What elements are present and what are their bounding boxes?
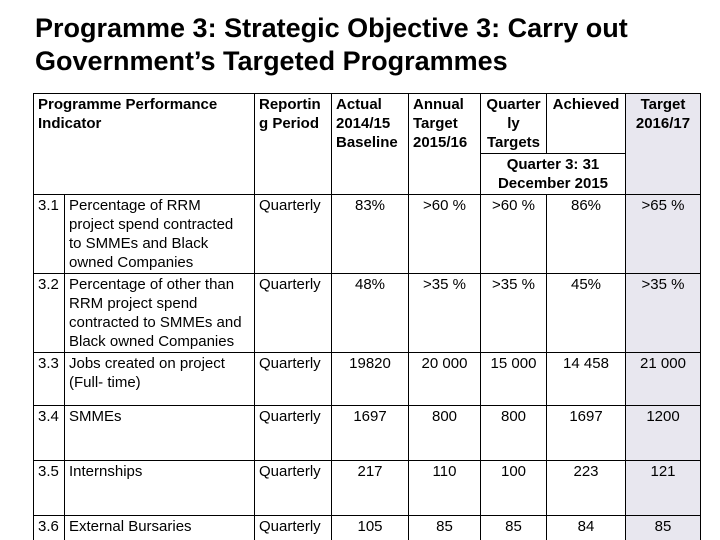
indicator-text: Internships [64, 460, 255, 516]
table-row: 3.1 Percentage of RRM project spend cont… [33, 194, 701, 274]
actual-baseline-value: 83% [331, 194, 409, 274]
row-number: 3.5 [33, 460, 65, 516]
indicator-text: Jobs created on project (Full- time) [64, 352, 255, 406]
quarterly-target-value: >35 % [480, 273, 547, 353]
row-number: 3.1 [33, 194, 65, 274]
actual-baseline-value: 48% [331, 273, 409, 353]
table-header-row-2: Quarter 3: 31 December 2015 [34, 153, 701, 195]
header-annual-target: Annual Target 2015/16 [408, 93, 481, 195]
header-quarterly-targets: Quarter ly Targets [480, 93, 547, 154]
quarterly-target-value: 85 [480, 515, 547, 540]
table-row: 3.5 Internships Quarterly 217 110 100 22… [33, 460, 701, 516]
table-row: 3.6 External Bursaries Quarterly 105 85 … [33, 515, 701, 540]
header-target-2016-17: Target 2016/17 [625, 93, 701, 195]
table-row: 3.4 SMMEs Quarterly 1697 800 800 1697 12… [33, 405, 701, 461]
reporting-period: Quarterly [254, 460, 332, 516]
annual-target-value: 800 [408, 405, 481, 461]
actual-baseline-value: 19820 [331, 352, 409, 406]
table-row: 3.2 Percentage of other than RRM project… [33, 273, 701, 353]
table-row: 3.3 Jobs created on project (Full- time)… [33, 352, 701, 406]
achieved-value: 86% [546, 194, 626, 274]
target-2016-17-value: 85 [625, 515, 701, 540]
header-indicator: Programme Performance Indicator [33, 93, 255, 195]
annual-target-value: 110 [408, 460, 481, 516]
indicator-text: SMMEs [64, 405, 255, 461]
table-header-row-1: Programme Performance Indicator Reportin… [33, 93, 701, 195]
achieved-value: 1697 [546, 405, 626, 461]
row-number: 3.4 [33, 405, 65, 461]
annual-target-value: >35 % [408, 273, 481, 353]
row-number: 3.2 [33, 273, 65, 353]
target-2016-17-value: 21 000 [625, 352, 701, 406]
target-2016-17-value: 1200 [625, 405, 701, 461]
actual-baseline-value: 217 [331, 460, 409, 516]
target-2016-17-value: >35 % [625, 273, 701, 353]
row-number: 3.6 [33, 515, 65, 540]
header-achieved: Achieved [546, 93, 626, 154]
header-actual-baseline: Actual 2014/15 Baseline [331, 93, 409, 195]
reporting-period: Quarterly [254, 194, 332, 274]
row-number: 3.3 [33, 352, 65, 406]
performance-table: Programme Performance Indicator Reportin… [33, 93, 701, 540]
quarterly-target-value: 800 [480, 405, 547, 461]
indicator-text: Percentage of RRM project spend contract… [64, 194, 255, 274]
achieved-value: 14 458 [546, 352, 626, 406]
annual-target-value: 20 000 [408, 352, 481, 406]
quarterly-target-value: 100 [480, 460, 547, 516]
indicator-text: Percentage of other than RRM project spe… [64, 273, 255, 353]
header-quarter-subheader: Quarter 3: 31 December 2015 [480, 153, 626, 195]
reporting-period: Quarterly [254, 352, 332, 406]
actual-baseline-value: 105 [331, 515, 409, 540]
actual-baseline-value: 1697 [331, 405, 409, 461]
annual-target-value: >60 % [408, 194, 481, 274]
page-title: Programme 3: Strategic Objective 3: Carr… [35, 13, 628, 76]
achieved-value: 45% [546, 273, 626, 353]
annual-target-value: 85 [408, 515, 481, 540]
achieved-value: 223 [546, 460, 626, 516]
quarterly-target-value: 15 000 [480, 352, 547, 406]
reporting-period: Quarterly [254, 273, 332, 353]
achieved-value: 84 [546, 515, 626, 540]
quarterly-target-value: >60 % [480, 194, 547, 274]
reporting-period: Quarterly [254, 405, 332, 461]
indicator-text: External Bursaries [64, 515, 255, 540]
target-2016-17-value: >65 % [625, 194, 701, 274]
header-reporting-period: Reportin g Period [254, 93, 332, 195]
target-2016-17-value: 121 [625, 460, 701, 516]
reporting-period: Quarterly [254, 515, 332, 540]
